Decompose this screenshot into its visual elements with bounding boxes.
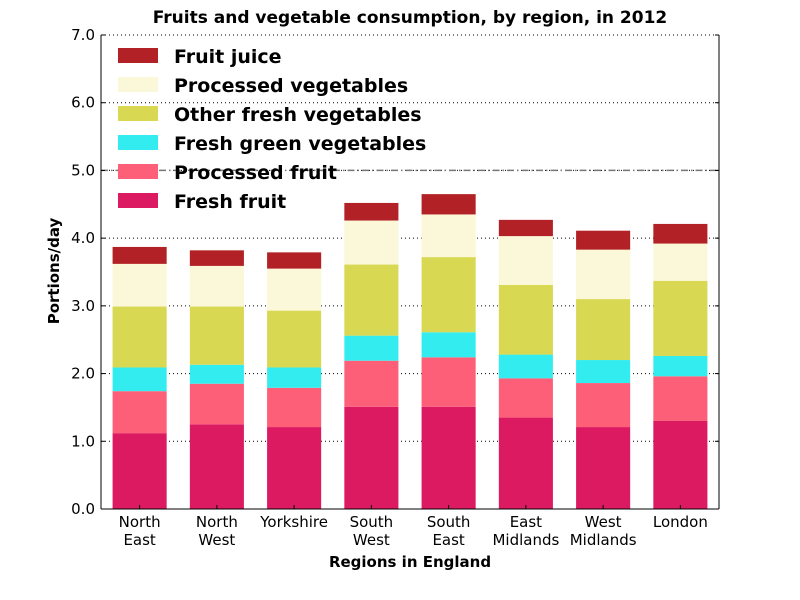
bar-segment	[498, 354, 553, 379]
y-tick-label: 1.0	[71, 432, 95, 450]
x-tick-label: East Midlands	[492, 513, 559, 549]
bar-segment	[421, 257, 476, 333]
bar-segment	[112, 391, 167, 434]
legend-label: Other fresh vegetables	[174, 104, 422, 126]
y-tick-label: 4.0	[71, 229, 95, 247]
bar-segment	[112, 263, 167, 307]
x-tick-label: South West	[350, 513, 394, 549]
legend-label: Processed vegetables	[174, 75, 408, 97]
bar-segment	[576, 383, 631, 428]
chart-title: Fruits and vegetable consumption, by reg…	[153, 8, 668, 28]
bar-segment	[653, 376, 708, 421]
bar-segment	[112, 246, 167, 264]
x-tick-label: North East	[119, 513, 161, 549]
bar-segment	[189, 250, 244, 266]
bar-segment	[498, 219, 553, 237]
bar-segment	[653, 223, 708, 244]
bar-segment	[576, 230, 631, 250]
bar-segment	[344, 220, 399, 265]
y-axis-label: Portions/day	[45, 217, 63, 324]
bar-segment	[112, 367, 167, 392]
legend: Fruit juice Processed vegetables Other fre…	[118, 46, 426, 213]
legend-swatch	[118, 77, 158, 92]
bar-segment	[189, 364, 244, 384]
bar-segment	[344, 264, 399, 336]
x-tick-label: North West	[196, 513, 238, 549]
legend-swatch	[118, 193, 158, 208]
bar-segment	[576, 249, 631, 300]
bar-segment	[344, 202, 399, 221]
bar-segment	[189, 424, 244, 509]
legend-swatch	[118, 48, 158, 63]
bar-segment	[421, 406, 476, 509]
bar-segment	[421, 214, 476, 258]
bar-segment	[344, 406, 399, 509]
bar-segment	[267, 387, 322, 428]
y-tick-label: 5.0	[71, 161, 95, 179]
legend-label: Fresh green vegetables	[174, 133, 426, 155]
bar-segment	[267, 252, 322, 269]
legend-label: Fruit juice	[174, 46, 282, 68]
legend-swatch	[118, 106, 158, 121]
bar-segment	[498, 284, 553, 355]
bar-segment	[576, 299, 631, 361]
bar-segment	[498, 378, 553, 418]
bar-segment	[267, 310, 322, 368]
bar-segment	[653, 420, 708, 509]
bar-segment	[267, 268, 322, 311]
bar-segment	[653, 280, 708, 356]
y-tick-label: 0.0	[71, 500, 95, 518]
x-tick-label: London	[653, 513, 708, 531]
bar-segment	[421, 332, 476, 358]
bar-segment	[421, 194, 476, 215]
bar-segment	[576, 360, 631, 384]
axes-layer: 0.0 1.0 2.0 3.0 4.0 5.0 6.0 7.0 North East North We…	[71, 26, 720, 549]
y-tick-label: 7.0	[71, 26, 95, 44]
legend-label: Fresh fruit	[174, 191, 286, 213]
bar-segment	[267, 427, 322, 509]
bar-segment	[344, 360, 399, 407]
bar-segment	[344, 335, 399, 361]
x-tick-label: West Midlands	[570, 513, 637, 549]
bar-segment	[189, 383, 244, 425]
x-tick-label: Yorkshire	[259, 513, 328, 531]
bar-segment	[189, 265, 244, 307]
y-tick-label: 2.0	[71, 365, 95, 383]
y-tick-label: 6.0	[71, 94, 95, 112]
legend-label: Processed fruit	[174, 162, 337, 184]
bar-segment	[112, 306, 167, 368]
bar-segment	[421, 357, 476, 407]
legend-swatch	[118, 164, 158, 179]
grid-layer	[101, 34, 719, 442]
x-tick-label: South East	[427, 513, 471, 549]
bar-segment	[267, 367, 322, 388]
y-tick-label: 3.0	[71, 297, 95, 315]
bars-layer	[112, 194, 708, 509]
bar-segment	[653, 243, 708, 281]
bar-segment	[576, 427, 631, 509]
bar-segment	[112, 433, 167, 509]
bar-segment	[498, 236, 553, 285]
legend-swatch	[118, 135, 158, 150]
bar-segment	[498, 417, 553, 509]
bar-segment	[653, 355, 708, 377]
bar-segment	[189, 306, 244, 365]
x-axis-label: Regions in England	[329, 553, 491, 571]
